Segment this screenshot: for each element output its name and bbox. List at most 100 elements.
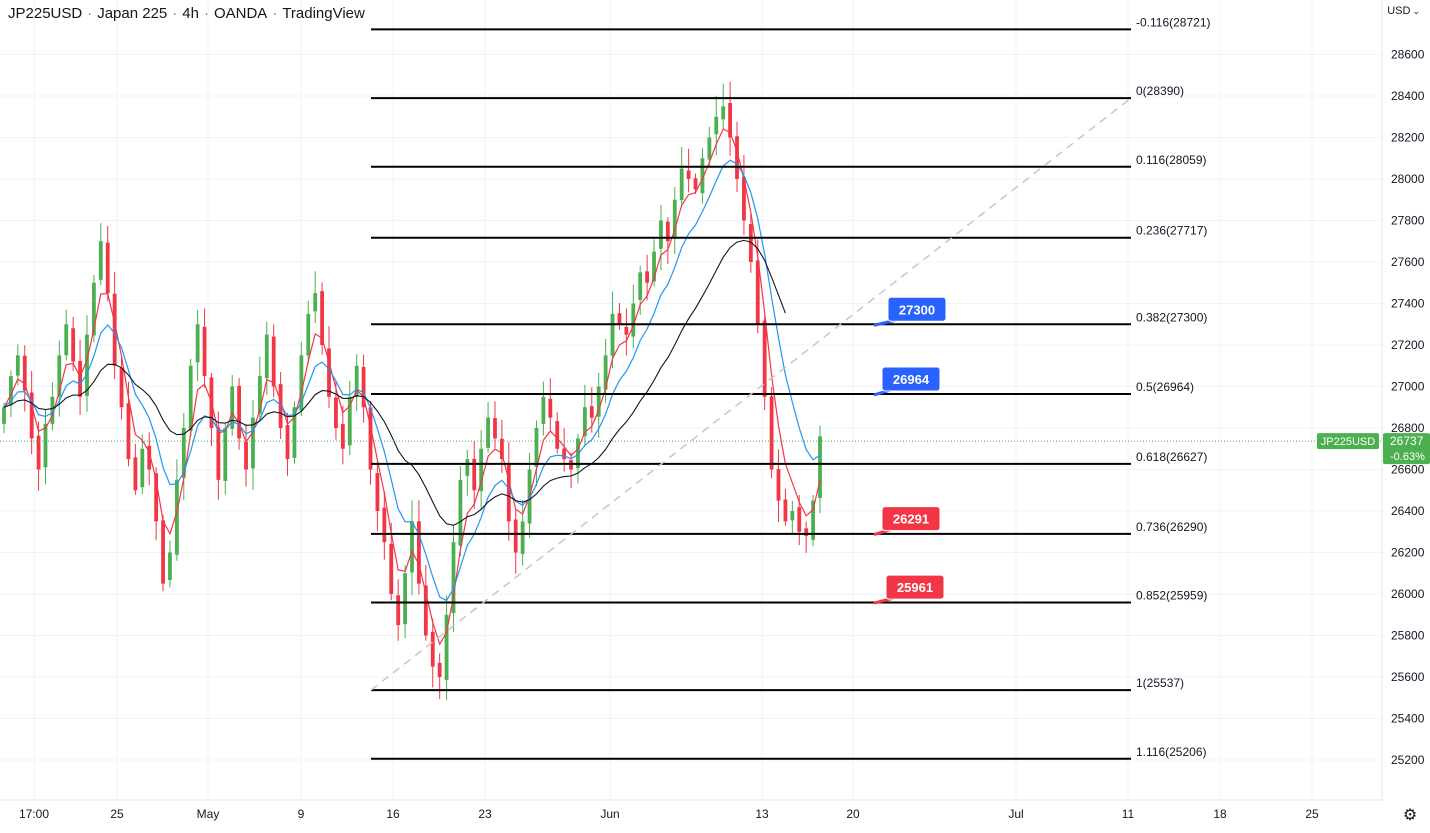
price-tick-label: 26200 bbox=[1391, 546, 1425, 560]
chevron-down-icon: ⌄ bbox=[1412, 6, 1420, 16]
currency-selector[interactable]: USD ⌄ bbox=[1387, 5, 1420, 17]
candle-body bbox=[375, 473, 380, 511]
candle-body bbox=[140, 448, 145, 488]
time-tick-label: 20 bbox=[846, 807, 860, 821]
candle-body bbox=[29, 392, 34, 439]
fib-level-label: 0.618(26627) bbox=[1136, 450, 1207, 464]
ema-fast-line bbox=[3, 128, 821, 646]
candle-body bbox=[36, 435, 41, 470]
candle-body bbox=[403, 573, 407, 625]
price-tick-label: 27800 bbox=[1391, 214, 1425, 228]
candle-body bbox=[2, 407, 6, 424]
candle-body bbox=[686, 170, 691, 179]
candle-body bbox=[520, 521, 525, 554]
candle-body bbox=[582, 407, 587, 437]
candle-body bbox=[589, 406, 594, 418]
candle-body bbox=[98, 241, 103, 280]
candle-body bbox=[389, 543, 394, 594]
price-callout[interactable] bbox=[887, 296, 947, 322]
price-callout[interactable] bbox=[881, 506, 941, 532]
symbol-price-tag-label: JP225USD bbox=[1321, 436, 1375, 448]
last-price-badge bbox=[1383, 433, 1430, 465]
candle-body bbox=[610, 313, 615, 356]
time-tick-label: 23 bbox=[478, 807, 492, 821]
candle-body bbox=[617, 313, 622, 325]
candle-body bbox=[334, 397, 338, 428]
candle-body bbox=[181, 428, 186, 478]
ema-slow-line bbox=[3, 239, 786, 526]
candle-body bbox=[285, 425, 290, 460]
candle-body bbox=[811, 500, 815, 540]
candle-body bbox=[396, 595, 401, 626]
candle-body bbox=[735, 136, 739, 179]
candle-body bbox=[596, 386, 601, 417]
last-price-change: -0.63% bbox=[1390, 451, 1425, 463]
price-tick-label: 25400 bbox=[1391, 712, 1425, 726]
candle-body bbox=[85, 334, 89, 396]
candle-body bbox=[665, 221, 670, 242]
price-tick-label: 26400 bbox=[1391, 504, 1425, 518]
candle-body bbox=[818, 436, 822, 498]
interval-label[interactable]: 4h bbox=[182, 5, 199, 22]
price-tick-label: 27200 bbox=[1391, 338, 1425, 352]
candle-body bbox=[555, 421, 560, 449]
candle-body bbox=[513, 519, 518, 553]
candle-body bbox=[188, 365, 193, 431]
fib-level-label: 0.736(26290) bbox=[1136, 520, 1207, 534]
candle-body bbox=[499, 438, 504, 460]
price-tick-label: 28200 bbox=[1391, 131, 1425, 145]
candle-body bbox=[71, 328, 76, 362]
price-tick-label: 26800 bbox=[1391, 421, 1425, 435]
time-tick-label: 25 bbox=[110, 807, 124, 821]
candle-body bbox=[271, 336, 276, 387]
candle-body bbox=[672, 199, 677, 239]
time-tick-label: Jul bbox=[1008, 807, 1023, 821]
candle-body bbox=[223, 428, 228, 481]
price-callout-label: 27300 bbox=[899, 302, 935, 317]
candle-body bbox=[548, 398, 553, 418]
candle-body bbox=[423, 585, 428, 636]
candle-body bbox=[790, 511, 795, 521]
candle-body bbox=[361, 366, 366, 408]
price-tick-label: 28600 bbox=[1391, 48, 1425, 62]
candle-body bbox=[742, 176, 746, 221]
time-tick-label: Jun bbox=[600, 807, 619, 821]
candle-body bbox=[299, 355, 304, 411]
candle-body bbox=[534, 428, 539, 467]
candle-body bbox=[707, 137, 712, 160]
candle-body bbox=[202, 326, 207, 377]
candle-body bbox=[645, 271, 650, 283]
price-callout[interactable] bbox=[885, 574, 945, 600]
candle-body bbox=[493, 418, 497, 439]
fib-level-label: -0.116(28721) bbox=[1136, 15, 1211, 29]
price-tick-label: 25600 bbox=[1391, 670, 1425, 684]
price-callout[interactable] bbox=[881, 366, 941, 392]
gear-icon[interactable]: ⚙ bbox=[1402, 807, 1418, 824]
time-tick-label: 18 bbox=[1213, 807, 1227, 821]
time-tick-label: 17:00 bbox=[19, 807, 49, 821]
candle-body bbox=[154, 473, 159, 522]
symbol-ticker[interactable]: JP225USD bbox=[8, 5, 83, 22]
time-tick-label: May bbox=[197, 807, 220, 821]
candle-body bbox=[264, 334, 269, 379]
candle-body bbox=[147, 445, 152, 470]
price-tick-label: 26600 bbox=[1391, 463, 1425, 477]
candle-body bbox=[652, 251, 656, 282]
fib-trend-line[interactable] bbox=[370, 97, 1132, 691]
candle-body bbox=[64, 324, 69, 356]
time-tick-label: 16 bbox=[386, 807, 400, 821]
candle-body bbox=[659, 220, 663, 249]
candle-body bbox=[78, 360, 82, 397]
fib-level-label: 0.5(26964) bbox=[1136, 380, 1194, 394]
candle-body bbox=[306, 313, 311, 356]
price-tick-label: 27000 bbox=[1391, 380, 1425, 394]
price-tick-label: 28000 bbox=[1391, 172, 1425, 186]
fib-level-label: 0(28390) bbox=[1136, 84, 1184, 98]
candle-body bbox=[479, 448, 484, 492]
candle-body bbox=[161, 520, 165, 584]
candle-body bbox=[728, 102, 733, 138]
candle-body bbox=[631, 303, 636, 337]
candle-body bbox=[9, 376, 13, 406]
